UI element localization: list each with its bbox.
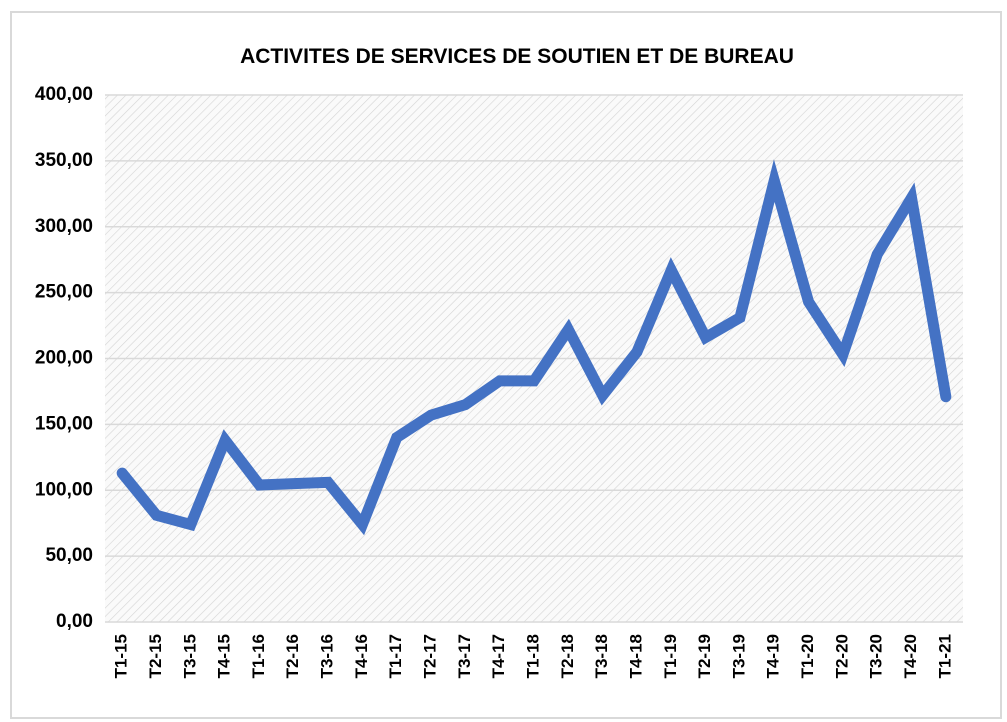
y-tick-label: 300,00 [35, 216, 93, 237]
x-tick-label: T2-20 [832, 634, 851, 678]
x-tick-label: T2-16 [283, 634, 302, 678]
y-tick-label: 350,00 [35, 150, 93, 171]
x-tick-label: T3-18 [592, 634, 611, 678]
y-tick-label: 200,00 [35, 348, 93, 369]
chart-title: ACTIVITES DE SERVICES DE SOUTIEN ET DE B… [240, 45, 794, 68]
x-tick-label: T1-17 [386, 634, 405, 678]
x-tick-label: T4-20 [901, 634, 920, 678]
x-tick-label: T4-16 [352, 634, 371, 678]
x-tick-label: T1-18 [523, 634, 542, 678]
x-tick-label: T3-17 [455, 634, 474, 678]
x-tick-label: T1-16 [249, 634, 268, 678]
line-series [116, 159, 952, 536]
x-tick-label: T3-15 [180, 634, 199, 678]
x-tick-label: T4-19 [764, 634, 783, 678]
x-tick-label: T4-18 [626, 634, 645, 678]
y-tick-label: 150,00 [35, 413, 93, 434]
x-tick-label: T4-15 [215, 634, 234, 678]
x-tick-label: T3-20 [867, 634, 886, 678]
x-tick-label: T2-19 [695, 634, 714, 678]
x-tick-label: T1-19 [661, 634, 680, 678]
x-tick-label: T4-17 [489, 634, 508, 678]
x-tick-label: T1-21 [935, 634, 954, 678]
x-tick-label: T1-15 [112, 634, 131, 678]
y-tick-label: 250,00 [35, 282, 93, 303]
y-tick-label: 50,00 [45, 545, 93, 566]
y-tick-label: 100,00 [35, 479, 93, 500]
x-tick-label: T3-19 [729, 634, 748, 678]
x-tick-label: T2-15 [146, 634, 165, 678]
y-tick-label: 400,00 [35, 84, 93, 105]
x-tick-label: T2-18 [558, 634, 577, 678]
x-tick-label: T1-20 [798, 634, 817, 678]
x-tick-label: T3-16 [318, 634, 337, 678]
y-tick-label: 0,00 [56, 611, 93, 632]
x-tick-label: T2-17 [421, 634, 440, 678]
